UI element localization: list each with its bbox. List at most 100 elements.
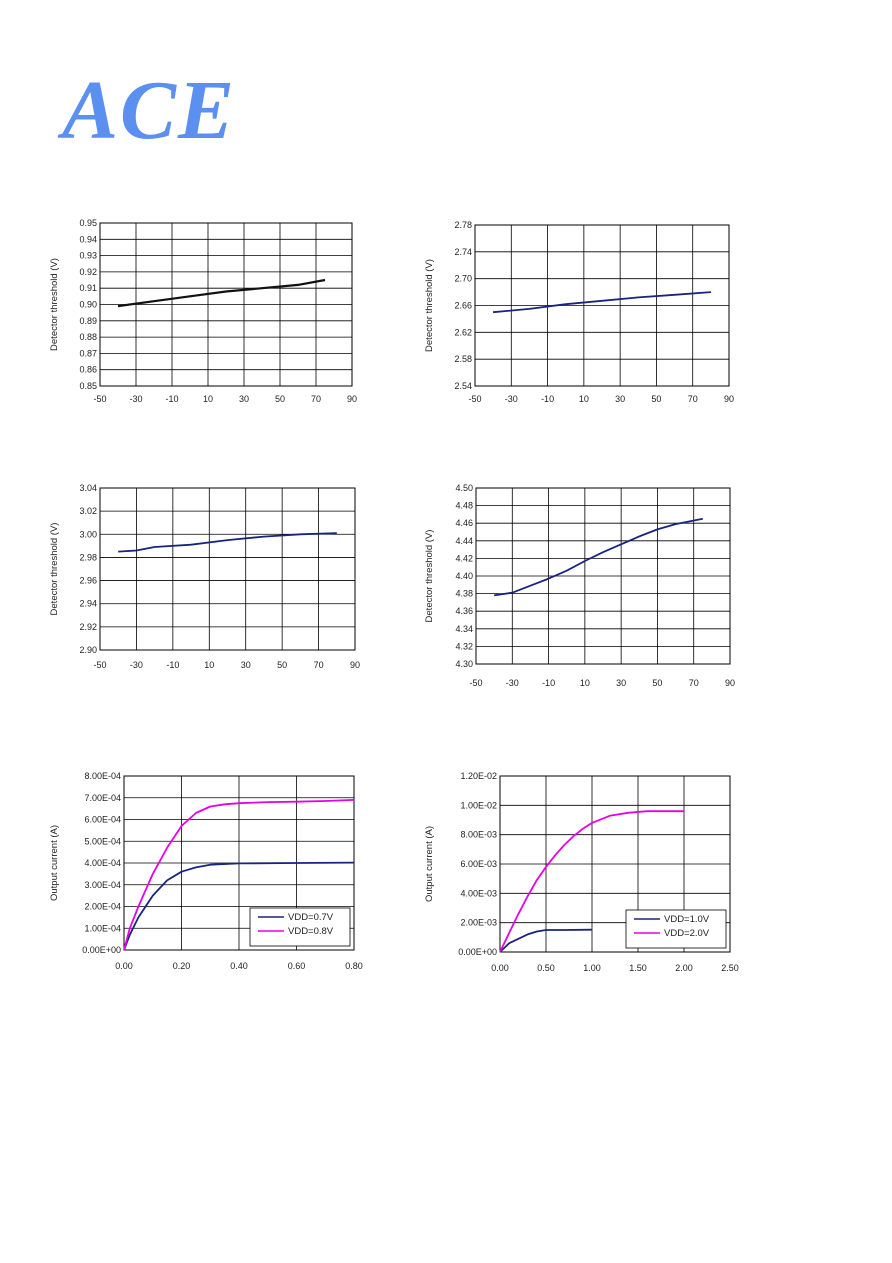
y-tick-label: 4.46 <box>455 518 473 528</box>
y-tick-label: 0.00E+00 <box>458 947 497 957</box>
chart-panel-3: -50 -30 -10 10 30 50 70 90 2.90 2.92 2.94 2.96 2.98 3… <box>45 480 370 680</box>
legend-box <box>249 907 351 947</box>
y-tick-label: 0.90 <box>79 300 97 310</box>
x-tick-label: 2.00 <box>675 963 693 973</box>
x-tick-label: -10 <box>541 394 554 404</box>
y-tick-label: 0.88 <box>79 332 97 342</box>
x-tick-label: 1.00 <box>583 963 601 973</box>
x-tick-label: -30 <box>130 660 143 670</box>
y-tick-label: 0.86 <box>79 365 97 375</box>
x-tick-label: 50 <box>275 394 285 404</box>
x-tick-label: -50 <box>93 660 106 670</box>
y-tick-label: 3.00E-04 <box>84 880 121 890</box>
chart-panel-6: 0.00 0.50 1.00 1.50 2.00 2.50 0.00E+00 2.00E-03… <box>420 768 745 978</box>
x-tick-label: 10 <box>579 394 589 404</box>
y-tick-label: 2.98 <box>79 552 97 562</box>
chart-detector-threshold-1: -50 -30 -10 10 30 50 70 90 0.85 0.86 0.87 0.88 0.89 0… <box>49 218 357 404</box>
x-tick-label: 0.60 <box>288 961 306 971</box>
x-tick-label: 30 <box>241 660 251 670</box>
y-tick-label: 2.00E-03 <box>460 918 497 928</box>
y-tick-label: 2.58 <box>454 354 472 364</box>
y-tick-label: 4.36 <box>455 606 473 616</box>
y-tick-label: 0.85 <box>79 381 97 391</box>
y-tick-label: 1.00E-04 <box>84 923 121 933</box>
y-tick-label: 2.96 <box>79 576 97 586</box>
y-tick-label: 2.90 <box>79 645 97 655</box>
x-tick-label: 0.50 <box>537 963 555 973</box>
x-tick-label: -10 <box>166 660 179 670</box>
x-tick-label: 0.00 <box>115 961 133 971</box>
y-tick-label: 2.66 <box>454 301 472 311</box>
x-tick-label: -50 <box>93 394 106 404</box>
x-tick-label: 30 <box>616 678 626 688</box>
x-tick-label: 90 <box>724 394 734 404</box>
y-tick-label: 4.34 <box>455 624 473 634</box>
x-tick-label: 0.40 <box>230 961 248 971</box>
y-tick-label: 4.50 <box>455 483 473 493</box>
legend-label: VDD=2.0V <box>664 928 710 939</box>
x-tick-label: -10 <box>165 394 178 404</box>
y-tick-label: 3.04 <box>79 483 97 493</box>
y-tick-label: 2.74 <box>454 247 472 257</box>
y-tick-label: 2.62 <box>454 327 472 337</box>
y-tick-label: 2.94 <box>79 599 97 609</box>
x-tick-label: 10 <box>203 394 213 404</box>
x-tick-label: -50 <box>468 394 481 404</box>
legend-label: VDD=0.7V <box>288 912 334 923</box>
x-tick-label: 2.50 <box>721 963 739 973</box>
chart-panel-2: -50 -30 -10 10 30 50 70 90 2.54 2.58 2.62 2.66 2.70 2… <box>420 212 745 412</box>
logo-text: ACE <box>62 64 237 157</box>
chart-panel-4: -50 -30 -10 10 30 50 70 90 4.30 4.32 4.34 4.36 4.38 4… <box>420 480 745 695</box>
series-line-1 <box>118 532 337 553</box>
x-tick-label: 70 <box>314 660 324 670</box>
y-tick-label: 0.93 <box>79 251 97 261</box>
x-tick-label: -30 <box>505 394 518 404</box>
y-tick-label: 0.87 <box>79 348 97 358</box>
y-tick-label: 2.78 <box>454 220 472 230</box>
x-tick-label: 70 <box>688 394 698 404</box>
x-tick-label: -30 <box>129 394 142 404</box>
y-axis-label: Detector threshold (V) <box>49 258 60 351</box>
x-tick-label: 1.50 <box>629 963 647 973</box>
x-tick-label: -10 <box>542 678 555 688</box>
chart-panel-5: 0.00 0.20 0.40 0.60 0.80 0.00E+00 1.00E-04 2.00… <box>45 768 370 978</box>
y-tick-label: 0.92 <box>79 267 97 277</box>
chart-detector-threshold-2: -50 -30 -10 10 30 50 70 90 2.54 2.58 2.62 2.66 2.70 2… <box>424 220 734 404</box>
chart-output-current-1: 0.00 0.20 0.40 0.60 0.80 0.00E+00 1.00E-04 2.00… <box>49 771 363 971</box>
series-line-1 <box>123 861 355 951</box>
y-axis-label: Output current (A) <box>424 826 435 902</box>
x-tick-label: -50 <box>469 678 482 688</box>
x-tick-label: 70 <box>689 678 699 688</box>
chart-detector-threshold-3: -50 -30 -10 10 30 50 70 90 2.90 2.92 2.94 2.96 2.98 3… <box>49 483 360 670</box>
legend-label: VDD=1.0V <box>664 914 710 925</box>
y-tick-label: 0.95 <box>79 218 97 228</box>
x-tick-label: 50 <box>652 678 662 688</box>
x-tick-label: 10 <box>204 660 214 670</box>
y-tick-label: 3.00 <box>79 529 97 539</box>
y-tick-label: 4.40 <box>455 571 473 581</box>
y-tick-label: 6.00E-04 <box>84 815 121 825</box>
series-line-1 <box>493 291 711 314</box>
legend-label: VDD=0.8V <box>288 926 334 937</box>
x-tick-label: 30 <box>615 394 625 404</box>
series-line-2 <box>499 810 684 953</box>
x-tick-label: 30 <box>239 394 249 404</box>
y-tick-label: 4.00E-03 <box>460 888 497 898</box>
y-tick-label: 2.92 <box>79 622 97 632</box>
y-tick-label: 0.94 <box>79 234 97 244</box>
y-tick-label: 4.48 <box>455 501 473 511</box>
ace-logo: ACE <box>62 64 257 157</box>
y-axis-label: Output current (A) <box>49 825 60 901</box>
y-tick-label: 6.00E-03 <box>460 859 497 869</box>
series-line-2 <box>123 799 355 951</box>
y-tick-label: 2.70 <box>454 274 472 284</box>
y-axis-label: Detector threshold (V) <box>49 523 60 616</box>
x-tick-label: 90 <box>350 660 360 670</box>
x-tick-label: 10 <box>580 678 590 688</box>
plot-area <box>99 487 356 651</box>
x-tick-label: -30 <box>506 678 519 688</box>
y-tick-label: 4.30 <box>455 659 473 669</box>
y-tick-label: 0.00E+00 <box>82 945 121 955</box>
y-tick-label: 8.00E-04 <box>84 771 121 781</box>
y-tick-label: 3.02 <box>79 506 97 516</box>
